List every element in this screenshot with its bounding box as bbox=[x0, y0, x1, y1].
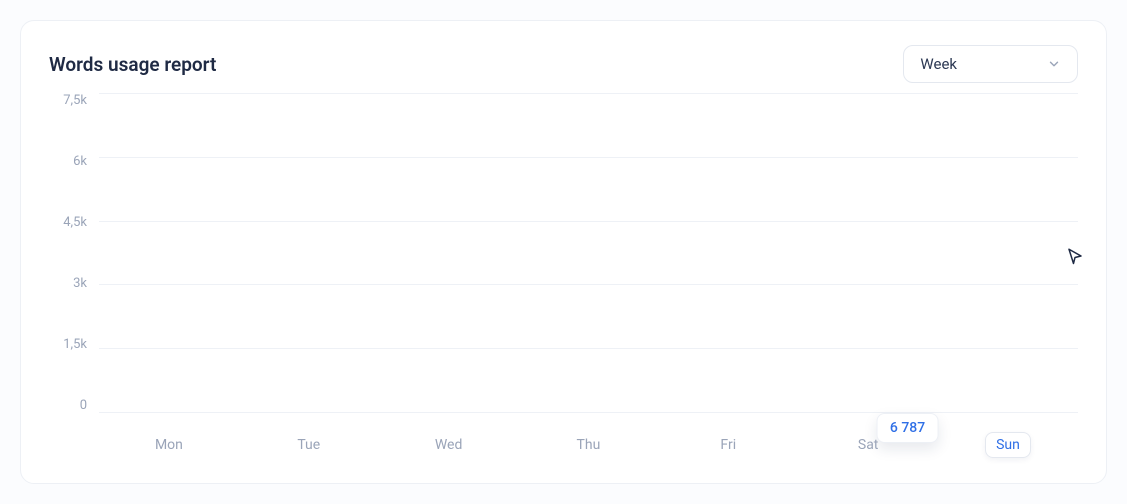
period-dropdown-label: Week bbox=[920, 55, 957, 73]
y-tick-label: 1,5k bbox=[63, 337, 87, 352]
y-tick-label: 4,5k bbox=[63, 215, 87, 230]
cursor-icon bbox=[1066, 247, 1084, 269]
y-tick-label: 7,5k bbox=[63, 93, 87, 108]
chevron-down-icon bbox=[1047, 57, 1061, 71]
x-tick-label: Sat bbox=[805, 425, 932, 453]
x-tick-label: Wed bbox=[385, 425, 512, 453]
x-tick-label: Mon bbox=[105, 425, 232, 453]
y-tick-label: 3k bbox=[73, 276, 87, 291]
y-axis: 7,5k 6k 4,5k 3k 1,5k 0 bbox=[49, 93, 99, 413]
chart-area: 7,5k 6k 4,5k 3k 1,5k 0 6 787 Mon Tue Wed Thu Fri S… bbox=[49, 93, 1078, 453]
x-tick-label: Fri bbox=[665, 425, 792, 453]
chart-plot: 6 787 bbox=[99, 93, 1078, 413]
x-axis: Mon Tue Wed Thu Fri Sat Sun bbox=[99, 425, 1078, 453]
bars-container: 6 787 bbox=[99, 93, 1078, 413]
card-title: Words usage report bbox=[49, 53, 216, 76]
x-tick-label: Sun bbox=[944, 425, 1071, 453]
usage-report-card: Words usage report Week 7,5k 6k 4,5k 3k 1,5k… bbox=[20, 20, 1107, 484]
period-dropdown[interactable]: Week bbox=[903, 45, 1078, 83]
card-header: Words usage report Week bbox=[49, 45, 1078, 83]
y-tick-label: 6k bbox=[73, 154, 87, 169]
x-tick-label: Thu bbox=[525, 425, 652, 453]
y-tick-label: 0 bbox=[80, 398, 87, 413]
x-tick-label: Tue bbox=[245, 425, 372, 453]
